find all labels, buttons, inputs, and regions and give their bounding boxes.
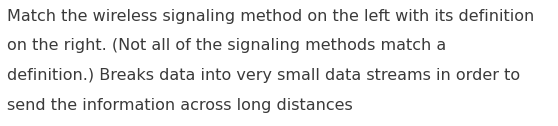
Text: on the right. (Not all of the signaling methods match a: on the right. (Not all of the signaling … [7, 38, 446, 53]
Text: Match the wireless signaling method on the left with its definition: Match the wireless signaling method on t… [7, 9, 535, 24]
Text: definition.) Breaks data into very small data streams in order to: definition.) Breaks data into very small… [7, 68, 521, 83]
Text: send the information across long distances: send the information across long distanc… [7, 98, 353, 113]
